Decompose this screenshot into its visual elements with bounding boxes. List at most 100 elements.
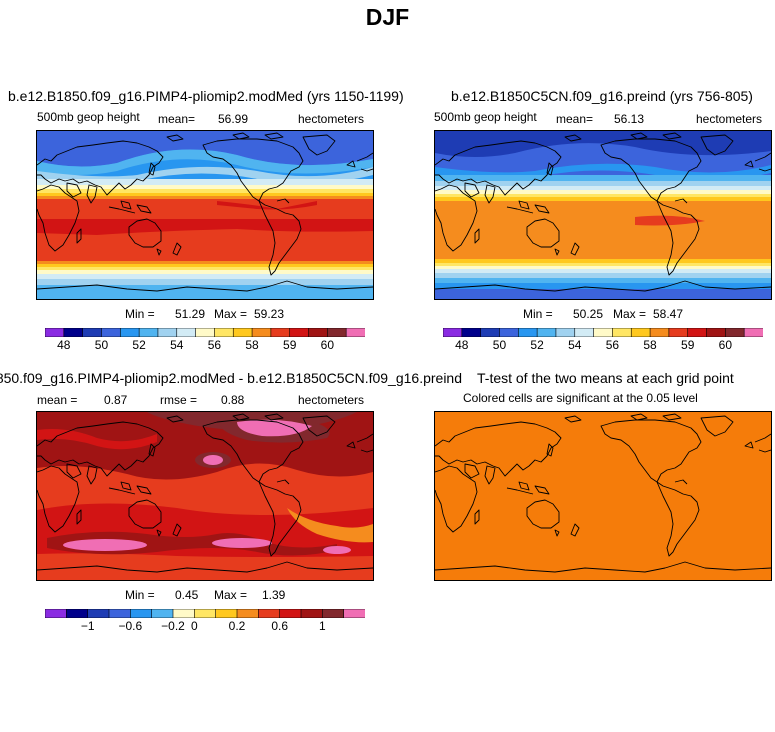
panel2-variable: 500mb geop height — [434, 110, 537, 124]
band — [203, 455, 223, 465]
colorbar-swatch — [87, 609, 110, 618]
colorbar-tick-label: 58 — [245, 338, 259, 352]
panel1-max-label: Max = — [214, 307, 248, 321]
colorbar-swatch — [215, 609, 238, 618]
band — [435, 131, 771, 157]
panel1-units: hectometers — [298, 112, 365, 126]
colorbar-tick-label: 52 — [132, 338, 146, 352]
colorbar-swatch — [176, 328, 197, 337]
colorbar-swatch — [232, 328, 253, 337]
colorbar-swatch — [214, 328, 234, 337]
panel1-min-value: 51.29 — [175, 307, 206, 321]
colorbar-tick-label: 60 — [320, 338, 335, 352]
colorbar-swatch — [649, 328, 670, 337]
panel3-rmse-label: rmse = — [160, 393, 198, 407]
colorbar-swatch — [289, 328, 310, 337]
panel2-units: hectometers — [696, 112, 763, 126]
panel2-max-value: 58.47 — [653, 307, 684, 321]
band — [37, 562, 373, 580]
band — [37, 179, 373, 185]
band — [37, 279, 373, 285]
colorbar-swatch — [270, 328, 291, 337]
band — [323, 546, 351, 554]
band — [435, 201, 771, 259]
band — [237, 419, 312, 437]
colorbar-swatch — [157, 328, 178, 337]
colorbar-tick-label: 60 — [718, 338, 733, 352]
panel3-mean-label: mean = — [37, 393, 78, 407]
band — [37, 219, 373, 235]
colorbar-tick-label: 50 — [94, 338, 109, 352]
colorbar-swatch — [574, 328, 595, 337]
colorbar-swatch — [151, 609, 174, 618]
band — [435, 190, 771, 194]
panel2-colorbar — [443, 328, 763, 337]
panel3-min-label: Min = — [125, 588, 155, 602]
colorbar-swatch — [258, 609, 281, 618]
colorbar-tick-label: −1 — [80, 619, 95, 633]
colorbar-swatch — [725, 328, 745, 337]
band — [37, 264, 373, 267]
panel1-variable: 500mb geop height — [37, 110, 140, 124]
panel3-rmse-value: 0.88 — [221, 393, 245, 407]
band — [435, 259, 771, 263]
band — [37, 270, 373, 274]
colorbar-swatch — [108, 609, 131, 618]
band — [435, 197, 771, 201]
colorbar-tick-label: 0 — [190, 619, 198, 633]
band — [37, 193, 373, 196]
band — [435, 273, 771, 278]
colorbar-swatch — [630, 328, 651, 337]
band — [37, 274, 373, 279]
panel3-units: hectometers — [298, 393, 365, 407]
panel1-colorbar — [45, 328, 365, 337]
colorbar-swatch — [322, 609, 345, 618]
band — [37, 261, 373, 264]
panel1-map — [36, 130, 374, 300]
colorbar-tick-label: 50 — [492, 338, 507, 352]
panel3-map — [36, 411, 374, 581]
band — [435, 283, 771, 289]
colorbar-swatch — [443, 328, 463, 337]
panel3-max-label: Max = — [214, 588, 248, 602]
figure-title: DJF — [365, 4, 410, 30]
colorbar-swatch — [194, 609, 217, 618]
panel3-title-clip: b.e12.B1850.f09_g16.PIMP4-pliomip2.modMe… — [0, 370, 462, 390]
colorbar-tick-label: 0.6 — [271, 619, 288, 633]
colorbar-swatch — [251, 328, 272, 337]
colorbar-swatch — [499, 328, 519, 337]
colorbar-swatch — [687, 328, 708, 337]
colorbar-swatch — [236, 609, 259, 618]
panel1-max-value: 59.23 — [254, 307, 285, 321]
colorbar-swatch — [308, 328, 328, 337]
band — [435, 263, 771, 266]
band — [217, 201, 317, 210]
colorbar-tick-label: 56 — [207, 338, 222, 352]
panel3-min-value: 0.45 — [175, 588, 199, 602]
band — [435, 278, 771, 283]
colorbar-tick-label: 59 — [681, 338, 695, 352]
band — [37, 189, 373, 193]
band — [435, 266, 771, 269]
colorbar-swatch — [461, 328, 482, 337]
band — [37, 429, 157, 450]
band — [37, 285, 373, 299]
panel1-mean-label: mean= — [158, 112, 196, 126]
colorbar-swatch — [555, 328, 576, 337]
colorbar-swatch — [327, 328, 347, 337]
colorbar-swatch — [300, 609, 323, 618]
colorbar-swatch — [66, 609, 89, 618]
band — [37, 185, 373, 189]
band — [287, 508, 373, 543]
panel2-max-label: Max = — [613, 307, 647, 321]
colorbar-swatch — [343, 609, 365, 618]
colorbar-swatch — [119, 328, 140, 337]
panel3-mean-value: 0.87 — [104, 393, 128, 407]
colorbar-swatch — [82, 328, 103, 337]
colorbar-swatch — [517, 328, 538, 337]
colorbar-swatch — [612, 328, 632, 337]
colorbar-swatch — [101, 328, 121, 337]
band — [435, 175, 771, 181]
colorbar-swatch — [130, 609, 153, 618]
panel2-min-label: Min = — [523, 307, 553, 321]
